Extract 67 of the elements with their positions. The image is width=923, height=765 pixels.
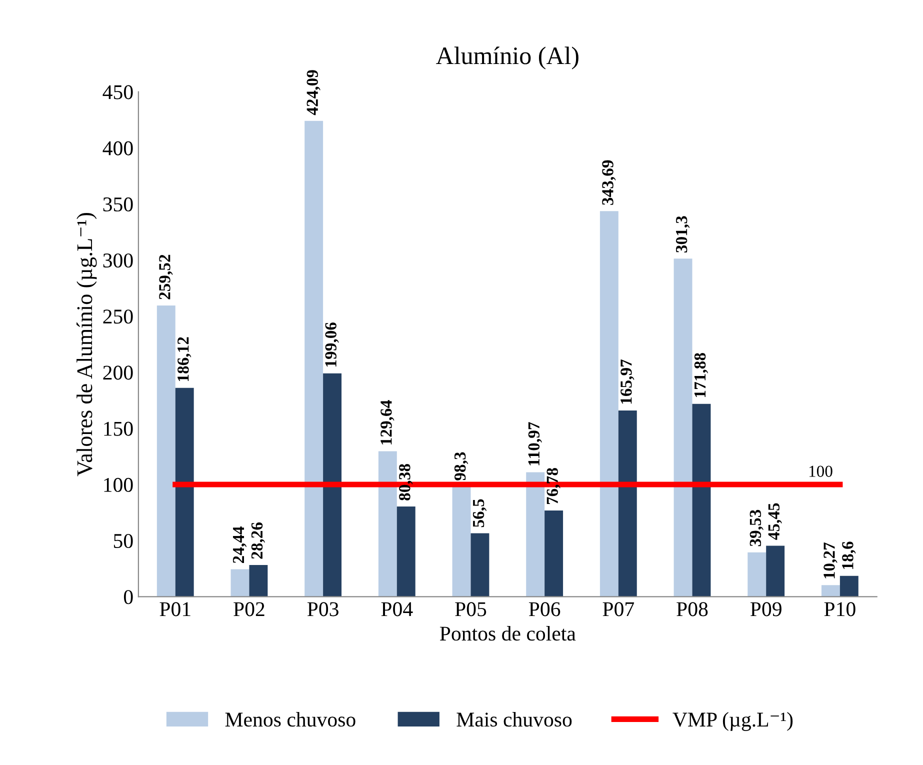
x-tick-label: P05 (455, 602, 486, 616)
bar (526, 472, 545, 597)
y-tick-label: 200 (103, 366, 133, 380)
data-label: 165,97 (620, 360, 634, 404)
bar (600, 211, 618, 597)
y-tick-label: 0 (124, 590, 133, 604)
y-axis-title: Valores de Alumínio (µg.L⁻¹) (76, 212, 97, 476)
legend-label: Menos chuvoso (225, 712, 356, 727)
data-label: 98,3 (454, 452, 468, 480)
bar (249, 564, 268, 597)
bar (821, 585, 840, 597)
data-label: 259,52 (159, 254, 173, 300)
bar (618, 410, 637, 597)
bar (766, 546, 785, 597)
bar (156, 306, 176, 597)
bar (748, 552, 766, 597)
data-label: 110,97 (528, 422, 542, 466)
data-label: 199,06 (325, 322, 339, 366)
x-tick-label: P10 (824, 602, 856, 616)
data-label: 171,88 (694, 353, 708, 397)
y-tick-label: 100 (104, 478, 133, 492)
data-label: 343,69 (602, 160, 616, 205)
data-label: 186,12 (178, 337, 192, 381)
y-tick-label: 350 (103, 197, 133, 212)
data-label: 18,6 (842, 542, 856, 569)
data-label: 28,26 (251, 522, 266, 559)
x-tick-label: P09 (750, 602, 782, 616)
x-tick-label: P01 (160, 602, 190, 616)
bar (840, 576, 858, 597)
y-tick-label: 400 (102, 141, 133, 156)
bar (323, 373, 342, 597)
x-tick-label: P08 (676, 602, 708, 616)
bar (452, 486, 471, 597)
y-tick-label: 250 (103, 310, 133, 324)
data-label: 80,38 (399, 464, 413, 500)
legend-label: VMP (µg.L⁻¹) (672, 712, 793, 731)
legend-label: Mais chuvoso (456, 712, 572, 727)
bar (470, 533, 490, 597)
x-axis-title: Pontos de coleta (440, 626, 576, 641)
data-label: 129,64 (380, 400, 394, 444)
x-tick-label: P02 (234, 602, 264, 616)
data-label: 24,44 (232, 526, 247, 564)
bar (230, 569, 250, 597)
x-tick-label: P03 (307, 602, 338, 616)
y-tick-label: 50 (114, 534, 133, 548)
data-label: 301,3 (676, 216, 690, 252)
data-label: 424,09 (306, 70, 320, 116)
data-label: 39,53 (750, 510, 764, 546)
bar (378, 451, 397, 597)
x-tick-label: P06 (528, 602, 560, 616)
data-label: 45,45 (768, 503, 782, 540)
data-label: 100 (809, 466, 832, 477)
bar (692, 404, 711, 597)
y-tick-label: 300 (103, 253, 133, 268)
data-label: 76,78 (546, 468, 560, 504)
x-tick-label: P07 (602, 602, 634, 616)
bar (396, 506, 416, 597)
y-tick-label: 450 (102, 85, 133, 100)
bar (544, 510, 564, 597)
data-label: 10,27 (824, 542, 838, 578)
chart-title: Alumínio (Al) (436, 46, 578, 70)
x-tick-label: P04 (381, 602, 413, 616)
bar (175, 388, 194, 597)
bar (304, 120, 324, 597)
bar (674, 258, 692, 597)
data-label: 56,5 (472, 499, 487, 528)
y-tick-label: 150 (104, 422, 133, 436)
